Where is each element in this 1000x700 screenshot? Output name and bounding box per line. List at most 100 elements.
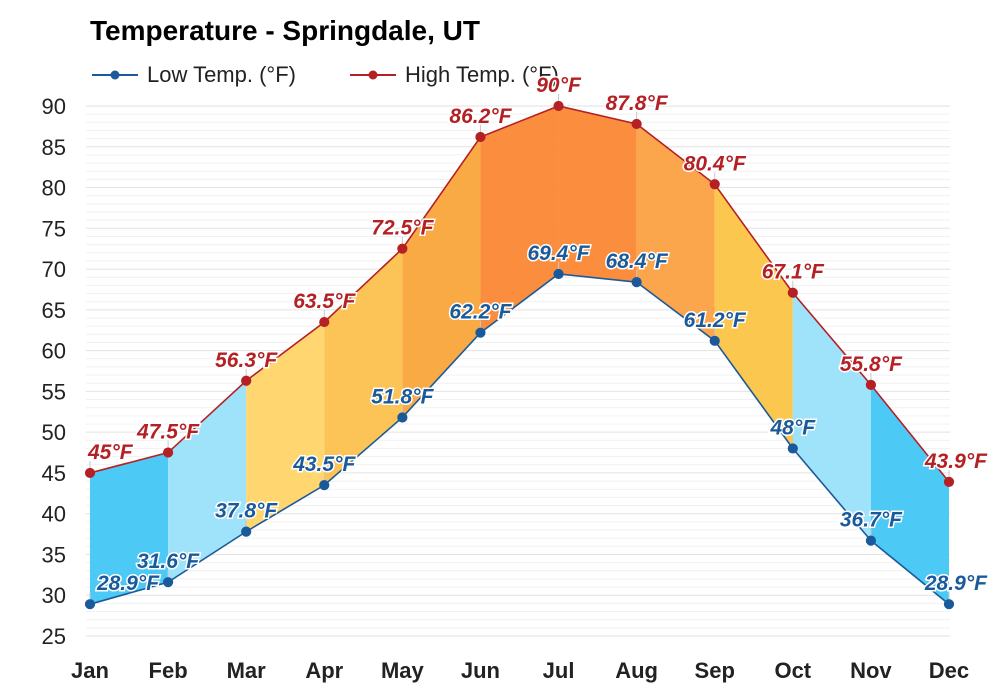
y-tick-label: 60 [42, 339, 66, 364]
low-temp-point[interactable] [319, 480, 330, 491]
y-tick-label: 75 [42, 216, 66, 241]
low-temp-label: 51.8°F [371, 385, 434, 408]
low-temp-label: 62.2°F [449, 301, 512, 324]
y-tick-label: 90 [42, 94, 66, 119]
temperature-band [168, 380, 247, 583]
temperature-bands [90, 106, 949, 605]
y-tick-label: 40 [42, 502, 66, 527]
high-temp-label: 43.9°F [924, 450, 988, 473]
high-temp-point[interactable] [241, 375, 252, 386]
high-temp-point[interactable] [162, 447, 174, 458]
temperature-band [324, 248, 403, 486]
high-temp-label: 86.2°F [449, 105, 512, 128]
low-temp-line [89, 273, 950, 605]
low-temp-point[interactable] [787, 443, 798, 454]
temperature-band [714, 184, 793, 449]
data-labels: 28.9°F31.6°F37.8°F43.5°F51.8°F62.2°F69.4… [86, 73, 990, 597]
high-temp-label: 67.1°F [762, 261, 825, 284]
low-temp-point[interactable] [631, 277, 642, 288]
high-temp-label: 45°F [87, 441, 134, 464]
low-temp-label: 36.7°F [840, 509, 903, 532]
x-tick-label: Jun [461, 658, 500, 683]
x-tick-label: Jan [71, 658, 109, 683]
x-axis: Jan Feb Mar Apr May Jun Jul Aug Sep Oct Nov Dec [71, 658, 969, 683]
legend-item-high[interactable]: High Temp. (°F) [350, 62, 559, 87]
temperature-band [402, 136, 481, 418]
low-temp-point[interactable] [84, 599, 96, 610]
legend-low-label: Low Temp. (°F) [147, 62, 296, 87]
low-temp-label: 43.5°F [292, 453, 356, 476]
high-temp-point[interactable] [709, 179, 720, 190]
y-tick-label: 35 [42, 542, 66, 567]
low-temp-point[interactable] [397, 412, 408, 423]
low-temp-point[interactable] [475, 327, 486, 338]
low-temp-label: 61.2°F [684, 309, 747, 332]
high-temp-line [89, 105, 950, 483]
high-temp-point[interactable] [631, 118, 642, 130]
x-tick-label: May [381, 658, 425, 683]
x-tick-label: Mar [227, 658, 267, 683]
y-tick-label: 85 [42, 135, 66, 160]
series-lines [89, 105, 950, 605]
x-tick-label: Jul [543, 658, 575, 683]
low-temp-label: 28.9°F [924, 572, 988, 595]
low-temp-point[interactable] [162, 577, 174, 588]
low-temp-point[interactable] [865, 535, 877, 546]
series-points [84, 94, 955, 610]
legend: Low Temp. (°F) High Temp. (°F) [92, 62, 559, 87]
low-temp-label: 48°F [770, 416, 817, 439]
high-temp-label: 63.5°F [293, 290, 356, 313]
low-temp-label: 37.8°F [215, 500, 278, 523]
temperature-band [558, 106, 637, 283]
y-tick-label: 65 [42, 298, 66, 323]
high-temp-point[interactable] [319, 316, 330, 328]
temperature-band [870, 384, 949, 605]
legend-item-low[interactable]: Low Temp. (°F) [92, 62, 296, 87]
temperature-band [90, 452, 169, 605]
high-temp-label: 55.8°F [840, 353, 903, 376]
high-temp-label: 87.8°F [606, 92, 669, 115]
x-tick-label: Nov [850, 658, 892, 683]
y-tick-label: 30 [42, 583, 66, 608]
high-temp-label: 72.5°F [371, 217, 434, 240]
low-temp-label: 28.9°F [96, 572, 160, 595]
high-temp-label: 90°F [536, 74, 582, 97]
y-tick-label: 70 [42, 257, 66, 282]
temperature-band [792, 292, 871, 541]
high-temp-point[interactable] [84, 467, 96, 479]
high-temp-point[interactable] [943, 476, 955, 487]
temperature-band [636, 123, 715, 341]
x-tick-label: Dec [929, 658, 969, 683]
high-temp-point[interactable] [865, 379, 877, 390]
y-axis: 90 85 80 75 70 65 60 55 50 45 40 35 30 25 [42, 94, 66, 649]
x-tick-label: Apr [305, 658, 343, 683]
high-temp-point[interactable] [553, 100, 564, 112]
legend-low-marker [110, 70, 120, 80]
y-tick-label: 50 [42, 420, 66, 445]
y-tick-label: 25 [42, 624, 66, 649]
high-temp-label: 80.4°F [684, 152, 747, 175]
low-temp-point[interactable] [709, 335, 720, 346]
temperature-band [246, 322, 325, 532]
high-temp-label: 56.3°F [215, 349, 278, 372]
high-temp-point[interactable] [475, 131, 486, 143]
temperature-band [480, 106, 559, 333]
x-tick-label: Oct [774, 658, 811, 683]
x-tick-label: Aug [615, 658, 658, 683]
low-temp-label: 31.6°F [137, 550, 200, 573]
low-temp-point[interactable] [241, 526, 252, 537]
low-temp-label: 68.4°F [606, 250, 669, 273]
legend-high-label: High Temp. (°F) [405, 62, 559, 87]
high-temp-point[interactable] [397, 243, 408, 254]
x-tick-label: Feb [149, 658, 188, 683]
high-temp-point[interactable] [787, 287, 798, 298]
high-temp-label: 47.5°F [136, 421, 200, 444]
low-temp-point[interactable] [943, 599, 955, 610]
y-tick-label: 55 [42, 379, 66, 404]
low-temp-point[interactable] [553, 268, 564, 280]
legend-high-marker [368, 70, 378, 80]
low-temp-label: 69.4°F [527, 242, 590, 265]
chart-title: Temperature - Springdale, UT [90, 15, 480, 46]
x-tick-label: Sep [695, 658, 735, 683]
